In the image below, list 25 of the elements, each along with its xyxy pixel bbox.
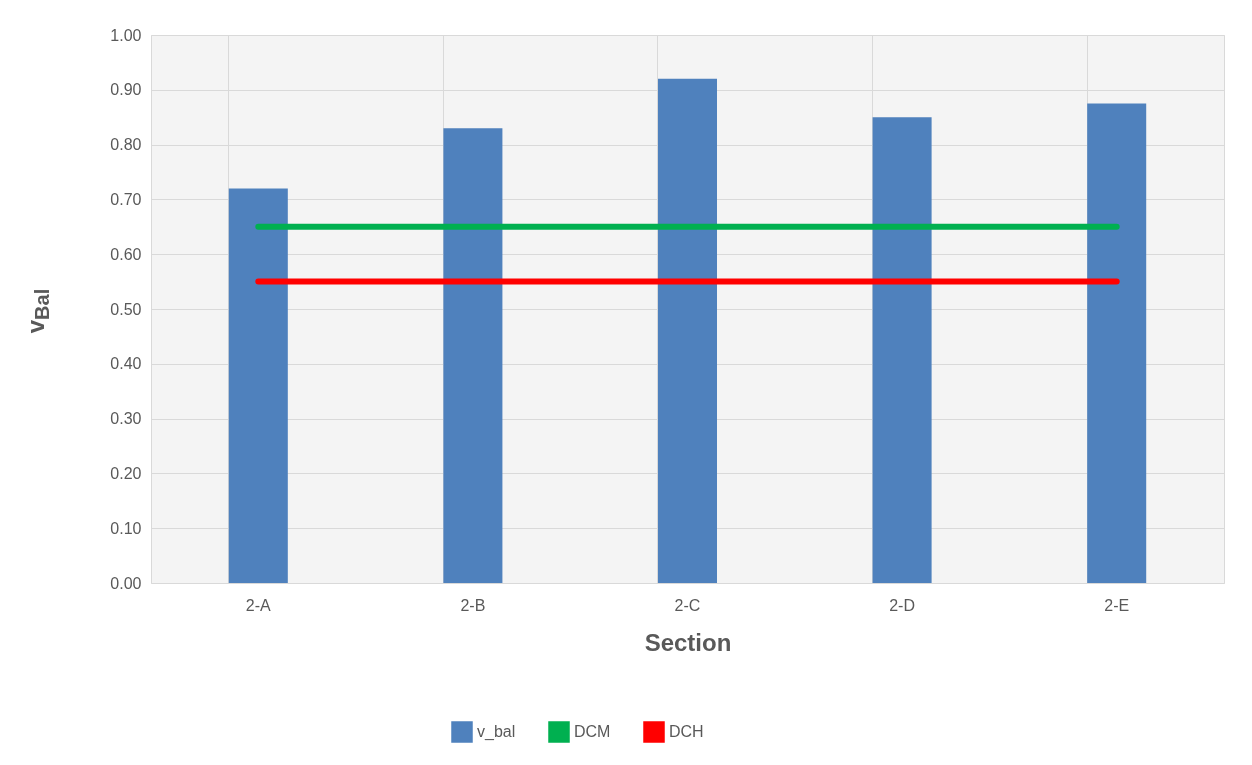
x-tick-label: 2-D [889,596,915,614]
y-tick-label: 1.00 [110,26,142,44]
y-tick-label: 0.30 [110,410,142,428]
bar [228,188,288,583]
y-tick-label: 0.50 [110,300,142,318]
bar [872,117,932,583]
y-tick-label: 0.70 [110,190,142,208]
y-tick-label: 0.60 [110,245,142,263]
x-tick-label: 2-E [1104,596,1130,614]
legend-label: DCM [574,723,611,740]
x-axis-title: Section [644,628,732,656]
bar [1087,103,1147,583]
x-tick-label: 2-B [460,596,486,614]
legend-label: DCH [669,723,704,740]
y-tick-label: 0.40 [110,355,142,373]
x-tick-label: 2-C [674,596,701,614]
y-tick-label: 0.10 [110,519,142,537]
bar [657,78,718,583]
y-tick-label: 0.80 [110,136,142,154]
y-tick-label: 0.00 [110,574,142,592]
x-tick-label: 2-A [245,596,272,614]
y-tick-label: 0.20 [110,464,142,482]
y-tick-label: 0.90 [110,81,142,99]
legend-label: v_bal [477,723,516,741]
bar [443,128,503,583]
